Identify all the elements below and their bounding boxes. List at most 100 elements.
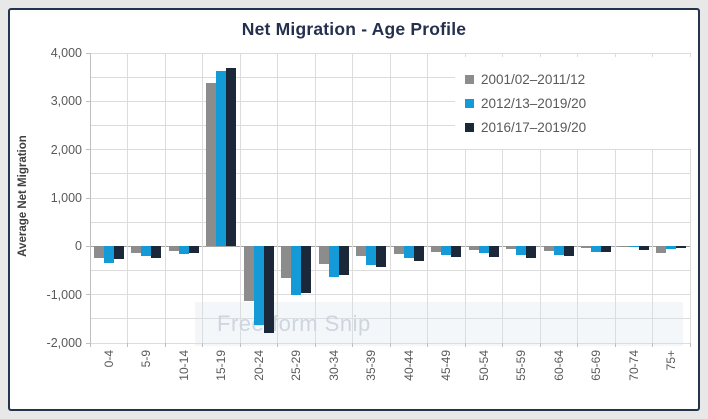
x-axis-tickmark — [89, 343, 91, 347]
bar-2016/17-45-49 — [451, 246, 462, 258]
x-axis-tickmark — [689, 343, 691, 347]
v-gridline — [277, 53, 278, 343]
bar-2001/02-75+ — [656, 246, 667, 253]
bar-2012/13-60-64 — [553, 246, 564, 255]
v-gridline — [614, 53, 616, 343]
bar-2001/02-40-44 — [393, 246, 404, 254]
bar-2001/02-65-69 — [581, 246, 592, 249]
y-axis-tickmark — [86, 52, 90, 54]
v-gridline — [389, 53, 391, 343]
x-axis-tickmark — [239, 343, 241, 347]
x-axis-tickmark — [164, 343, 166, 347]
x-tick-label: 30-34 — [326, 350, 341, 381]
v-gridline — [239, 53, 241, 343]
x-axis-tickmark — [427, 343, 428, 347]
x-axis-tickmark — [202, 343, 203, 347]
bar-2012/13-10-14 — [178, 246, 189, 254]
legend-swatch-icon — [465, 122, 474, 132]
bar-2001/02-15-19 — [206, 83, 217, 247]
v-gridline — [164, 53, 166, 343]
bar-2016/17-15-19 — [226, 68, 237, 247]
bar-2012/13-25-29 — [291, 246, 302, 295]
bar-2012/13-70-74 — [628, 246, 639, 248]
legend-item: 2012/13–2019/20 — [465, 96, 692, 111]
y-tick-label: 1,000 — [50, 191, 82, 205]
y-axis-tickmark — [86, 245, 90, 247]
bar-2012/13-55-59 — [516, 246, 527, 255]
bar-2001/02-60-64 — [543, 246, 554, 251]
x-axis-tickmark — [464, 343, 466, 347]
bar-2001/02-0-4 — [93, 246, 104, 258]
x-tick-label: 20-24 — [251, 350, 266, 381]
y-tick-label: -1,000 — [46, 287, 82, 302]
x-axis-tickmark — [539, 343, 541, 347]
x-axis-tickmark — [577, 343, 578, 347]
legend-label: 2001/02–2011/12 — [481, 71, 586, 87]
y-axis-tickmark — [86, 100, 90, 102]
bar-2001/02-10-14 — [168, 246, 179, 252]
bar-2001/02-70-74 — [618, 246, 629, 248]
bar-2001/02-35-39 — [356, 246, 367, 257]
x-axis-tickmark — [277, 343, 278, 347]
bar-2016/17-70-74 — [638, 246, 649, 250]
y-tick-label: 0 — [75, 239, 82, 254]
v-gridline — [314, 53, 316, 343]
x-tick-label: 35-39 — [364, 350, 379, 381]
x-tick-label: 75+ — [664, 350, 679, 371]
y-axis-line — [89, 53, 91, 343]
bar-2001/02-20-24 — [243, 246, 254, 301]
bar-2001/02-30-34 — [318, 246, 329, 264]
bar-2016/17-25-29 — [301, 246, 312, 293]
x-tick-label: 55-59 — [514, 350, 529, 381]
v-gridline — [502, 53, 503, 343]
bar-2001/02-25-29 — [281, 246, 292, 278]
legend-item: 2001/02–2011/12 — [465, 72, 692, 87]
snip-watermark: Free-form Snip — [217, 311, 371, 336]
legend-swatch-icon — [465, 98, 474, 108]
v-gridline — [539, 53, 541, 343]
x-axis-tickmark — [389, 343, 391, 347]
x-tick-label: 60-64 — [551, 350, 566, 381]
v-gridline — [127, 53, 128, 343]
chart-title: Net Migration - Age Profile — [241, 19, 467, 39]
y-axis-tickmark — [86, 342, 90, 344]
chart-card: Net Migration - Age Profile Average Net … — [8, 8, 700, 411]
x-tick-label: 5-9 — [139, 350, 154, 368]
x-axis-tickmark — [652, 343, 653, 347]
bar-2012/13-50-54 — [478, 246, 489, 253]
y-axis-tickmark — [86, 149, 90, 151]
legend-swatch-icon — [465, 74, 474, 84]
bar-2012/13-45-49 — [441, 246, 452, 255]
bar-2016/17-65-69 — [601, 246, 612, 253]
v-gridline — [202, 53, 203, 343]
bar-2016/17-30-34 — [338, 246, 349, 276]
legend-label: 2016/17–2019/20 — [481, 119, 587, 135]
bar-2001/02-45-49 — [431, 246, 442, 252]
bar-2012/13-35-39 — [366, 246, 377, 266]
bar-2016/17-20-24 — [263, 246, 274, 333]
legend: 2001/02–2011/12 2012/13–2019/20 2016/17–20… — [455, 57, 692, 149]
bar-2012/13-15-19 — [216, 71, 227, 247]
y-tick-label: -2,000 — [46, 336, 82, 350]
x-tick-label: 15-19 — [214, 350, 229, 381]
x-axis-tickmark — [127, 343, 128, 347]
x-tick-label: 70-74 — [626, 350, 641, 381]
bar-2001/02-5-9 — [131, 246, 142, 253]
bar-2012/13-0-4 — [103, 246, 114, 264]
x-tick-label: 10-14 — [176, 350, 191, 381]
x-tick-label: 65-69 — [589, 350, 604, 381]
bar-2012/13-30-34 — [328, 246, 339, 278]
y-axis-tickmark — [86, 294, 90, 296]
bar-2012/13-5-9 — [141, 246, 152, 256]
legend-label: 2012/13–2019/20 — [481, 95, 587, 111]
y-axis-tickmark — [86, 197, 90, 199]
bar-2016/17-35-39 — [376, 246, 387, 267]
bar-2012/13-40-44 — [403, 246, 414, 259]
x-tick-label: 40-44 — [401, 350, 416, 381]
bar-2016/17-5-9 — [151, 246, 162, 259]
bar-2016/17-75+ — [676, 246, 687, 249]
x-tick-label: 25-29 — [289, 350, 304, 381]
x-axis-tickmark — [614, 343, 616, 347]
snip-overlay-band — [195, 302, 683, 346]
